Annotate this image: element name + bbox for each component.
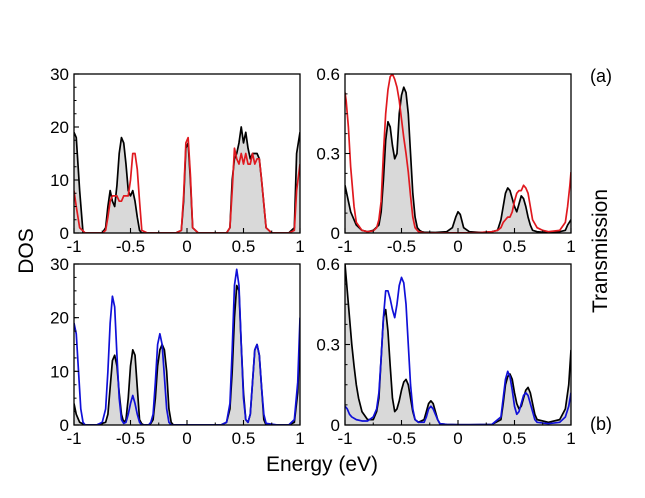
y-tick-label: 30 [50,255,69,274]
x-tick-label: -0.5 [116,237,145,256]
y-tick-label: 0.6 [316,255,340,274]
x-tick-label: -1 [66,429,81,448]
x-tick-label: 0.5 [232,237,256,256]
y-tick-label: 0.6 [316,65,340,84]
x-tick-label: 0.5 [232,429,256,448]
x-tick-label: -0.5 [387,237,416,256]
panel-label-a: (a) [590,66,612,86]
y-axis-label-right: Transmission [589,189,612,313]
y-tick-label: 20 [50,309,69,328]
x-tick-label: -0.5 [387,429,416,448]
series-line-red [345,74,571,233]
plot-area [74,126,300,233]
x-tick-label: 0 [182,429,191,448]
x-tick-label: 1 [566,237,575,256]
panel-a-transmission: -1 -0.5 0 0.5 1 0 0.3 0.6 [316,65,575,256]
plot-area [345,264,571,425]
x-tick-label: 1 [295,429,304,448]
panel-label-b: (b) [590,414,612,434]
plot-area [345,74,571,233]
y-tick-label: 30 [50,65,69,84]
series-line-blue [74,268,300,425]
series-fill-black-filled [74,285,300,425]
x-tick-label: 0.5 [503,237,527,256]
y-tick-label: 0 [331,224,340,243]
y-tick-label: 0.3 [316,336,340,355]
x-tick-label: 1 [566,429,575,448]
y-tick-label: 20 [50,118,69,137]
plot-area [74,268,300,425]
x-tick-label: 1 [295,237,304,256]
x-tick-label: 0 [453,237,462,256]
y-axis-label-left: DOS [15,228,38,274]
y-tick-label: 0 [331,416,340,435]
axes-frame [73,263,301,426]
y-tick-label: 0.3 [316,145,340,164]
series-line-black-filled [345,264,571,425]
x-tick-label: -1 [66,237,81,256]
x-tick-label: -0.5 [116,429,145,448]
y-tick-label: 0 [60,224,69,243]
x-tick-label: 0.5 [503,429,527,448]
y-tick-label: 10 [50,171,69,190]
series-line-red [74,136,300,233]
x-tick-label: 0 [182,237,191,256]
series-fill-black-filled [74,127,300,233]
panel-b-transmission: -1 -0.5 0 0.5 1 0 0.3 0.6 [316,255,575,448]
x-tick-label: -1 [337,429,352,448]
x-tick-label: -1 [337,237,352,256]
series-line-blue [345,276,571,425]
y-tick-label: 0 [60,416,69,435]
axes-frame [344,73,572,234]
series-line-black-filled [345,86,571,233]
x-tick-label: 0 [453,429,462,448]
x-axis-label: Energy (eV) [266,453,378,476]
y-tick-label: 10 [50,362,69,381]
